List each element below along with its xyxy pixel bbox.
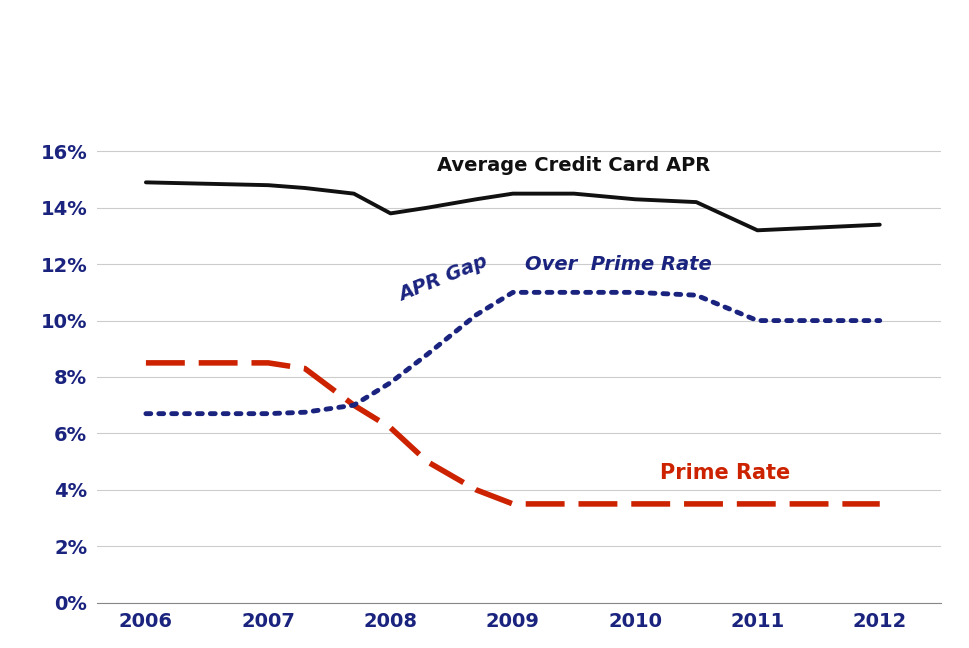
Text: APR Gap: APR Gap [396, 252, 490, 305]
Text: Average Credit Card APR: Average Credit Card APR [437, 156, 710, 175]
Text: Prime rate vs credit card APR: Prime rate vs credit card APR [138, 36, 831, 78]
Text: Prime Rate: Prime Rate [659, 463, 789, 483]
Text: Over  Prime Rate: Over Prime Rate [524, 255, 711, 273]
